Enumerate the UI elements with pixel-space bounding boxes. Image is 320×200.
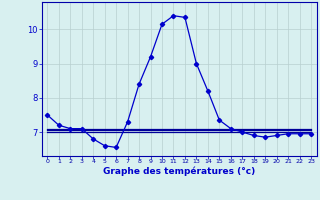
X-axis label: Graphe des températures (°c): Graphe des températures (°c): [103, 167, 255, 176]
